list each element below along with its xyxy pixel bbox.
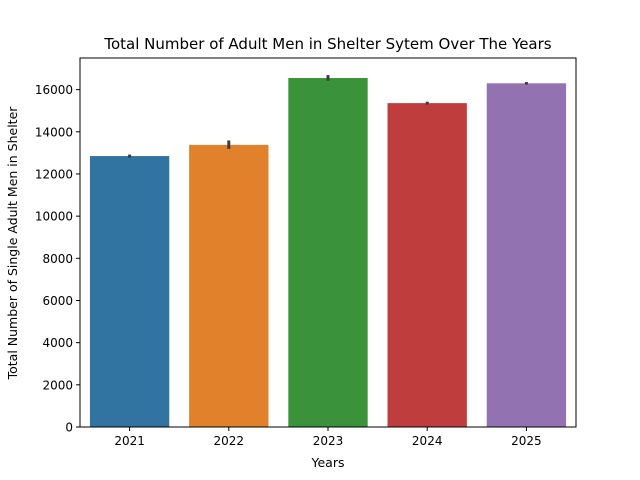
bar-2021: [89, 156, 170, 427]
x-tick-label-2024: 2024: [412, 434, 443, 448]
x-tick-label-2025: 2025: [511, 434, 542, 448]
x-tick-label-2023: 2023: [313, 434, 344, 448]
bars-layer: [89, 78, 567, 428]
bar-2025: [486, 83, 567, 427]
bar-2024: [387, 103, 467, 428]
y-tick-label-6000: 6000: [42, 294, 73, 308]
y-tick-label-4000: 4000: [42, 336, 73, 350]
y-tick-label-16000: 16000: [35, 83, 73, 97]
y-tick-label-12000: 12000: [35, 167, 73, 181]
x-tick-label-2021: 2021: [114, 434, 145, 448]
error-bars-layer: [128, 75, 528, 158]
bar-2023: [288, 78, 368, 427]
y-tick-label-10000: 10000: [35, 210, 73, 224]
x-tick-label-2022: 2022: [214, 434, 245, 448]
y-tick-label-8000: 8000: [42, 252, 73, 266]
y-axis-label: Total Number of Single Adult Men in Shel…: [5, 106, 20, 381]
y-tick-label-14000: 14000: [35, 125, 73, 139]
x-axis-label: Years: [311, 455, 345, 470]
bar-2022: [189, 144, 269, 427]
y-tick-label-0: 0: [65, 421, 73, 435]
x-axis: 2021 2022 2023 2024 2025: [114, 427, 542, 448]
chart-title: Total Number of Adult Men in Shelter Syt…: [103, 35, 551, 53]
y-tick-label-2000: 2000: [42, 378, 73, 392]
